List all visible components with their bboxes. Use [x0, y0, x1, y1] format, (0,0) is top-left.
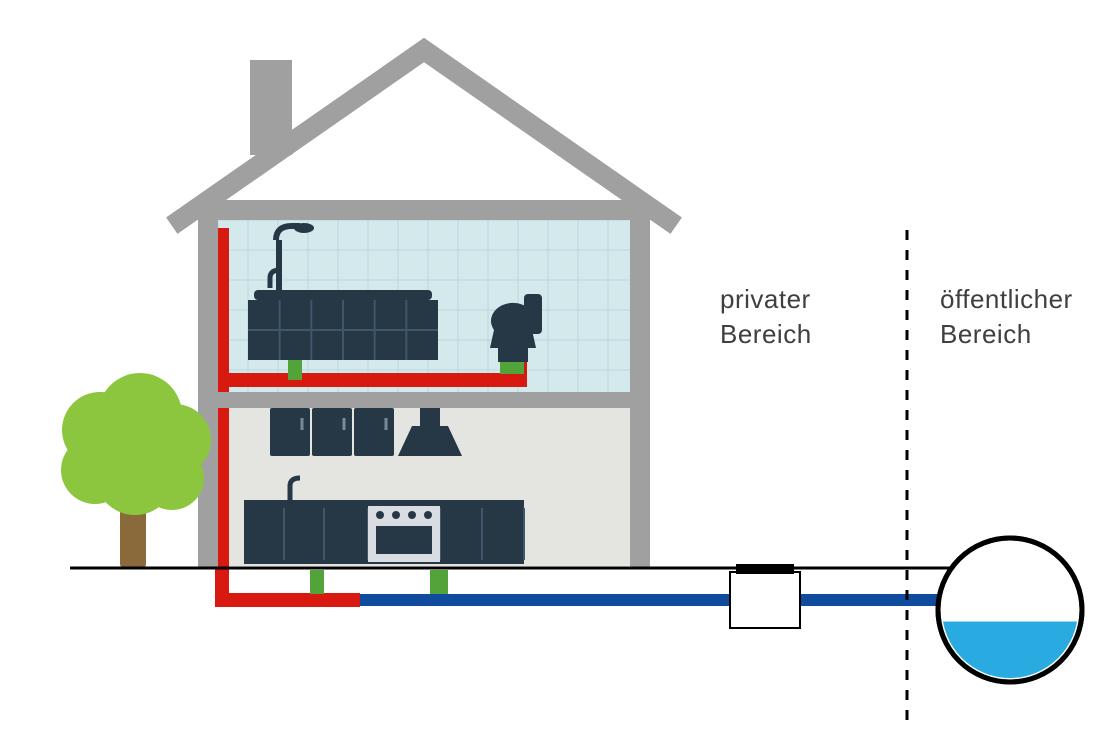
- label-private-line1: privater: [720, 284, 811, 314]
- label-public-line2: Bereich: [940, 319, 1032, 349]
- label-public-line1: öffentlicher: [940, 284, 1073, 314]
- label-public: öffentlicher Bereich: [940, 282, 1073, 352]
- label-private-line2: Bereich: [720, 319, 812, 349]
- label-private: privater Bereich: [720, 282, 812, 352]
- sewer-diagram: { "canvas": { "width": 1112, "height": 7…: [0, 0, 1112, 746]
- diagram-svg: [0, 0, 1112, 746]
